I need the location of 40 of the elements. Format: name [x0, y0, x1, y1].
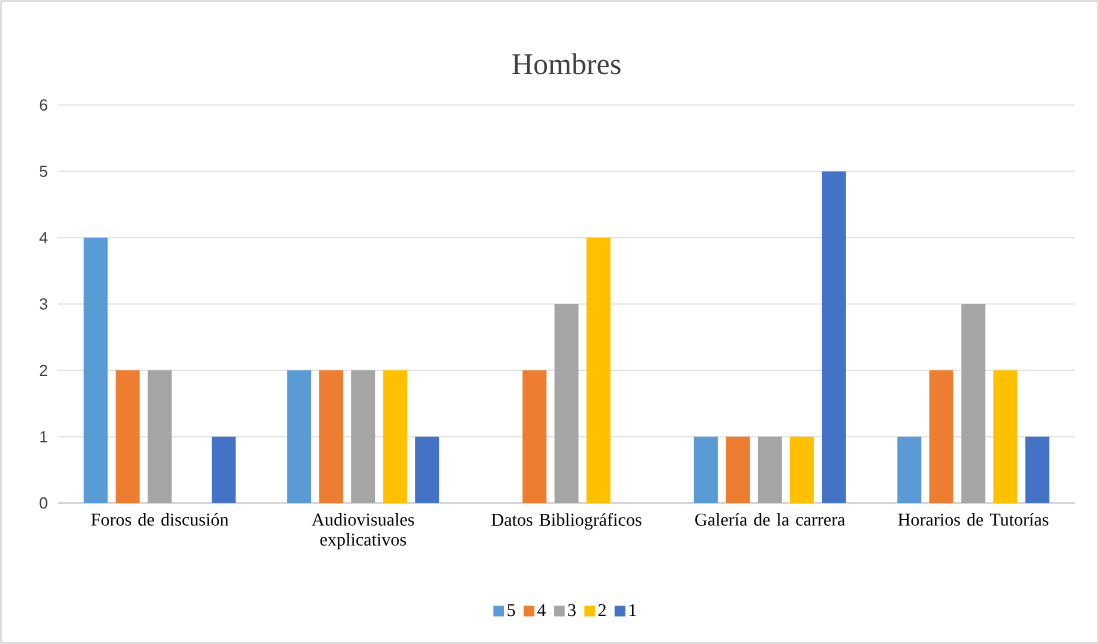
bar [319, 370, 344, 503]
bar [897, 436, 922, 503]
bar [789, 436, 814, 503]
bar [757, 436, 782, 503]
bar [115, 370, 140, 503]
x-tick-label: Foros de discusión [91, 513, 229, 526]
x-tick-label: Galería de la carrera [695, 513, 846, 526]
y-tick-label: 1 [40, 431, 48, 443]
bar [993, 370, 1018, 503]
bar [287, 370, 312, 503]
bar [821, 171, 846, 503]
y-tick-label: 2 [39, 364, 48, 376]
legend-label: 2 [598, 604, 606, 617]
bar [211, 436, 236, 503]
y-tick-label: 3 [39, 298, 48, 310]
bar [1025, 436, 1050, 503]
bar [522, 370, 547, 503]
bar [83, 237, 108, 503]
y-tick-label: 0 [39, 497, 48, 509]
legend-label: 3 [568, 604, 576, 617]
legend-label: 4 [537, 604, 546, 617]
y-tick-label: 5 [39, 165, 48, 177]
bar [586, 237, 611, 503]
y-tick-label: 6 [39, 99, 48, 111]
bar [693, 436, 718, 503]
bar [351, 370, 376, 503]
bar [725, 436, 750, 503]
chart-title: Hombres [512, 53, 621, 75]
legend-label: 5 [507, 604, 515, 617]
bar [147, 370, 172, 503]
x-tick-label: Datos Bibliográficos [491, 513, 642, 530]
bar [929, 370, 954, 503]
bar [961, 304, 986, 503]
y-tick-label: 4 [39, 232, 48, 244]
bar [383, 370, 408, 503]
bar [554, 304, 579, 503]
x-tick-label: Audiovisuales explicativos [311, 513, 414, 550]
bar [415, 436, 440, 503]
legend-label: 1 [629, 604, 636, 617]
x-tick-label: Horarios de Tutorías [898, 513, 1049, 526]
